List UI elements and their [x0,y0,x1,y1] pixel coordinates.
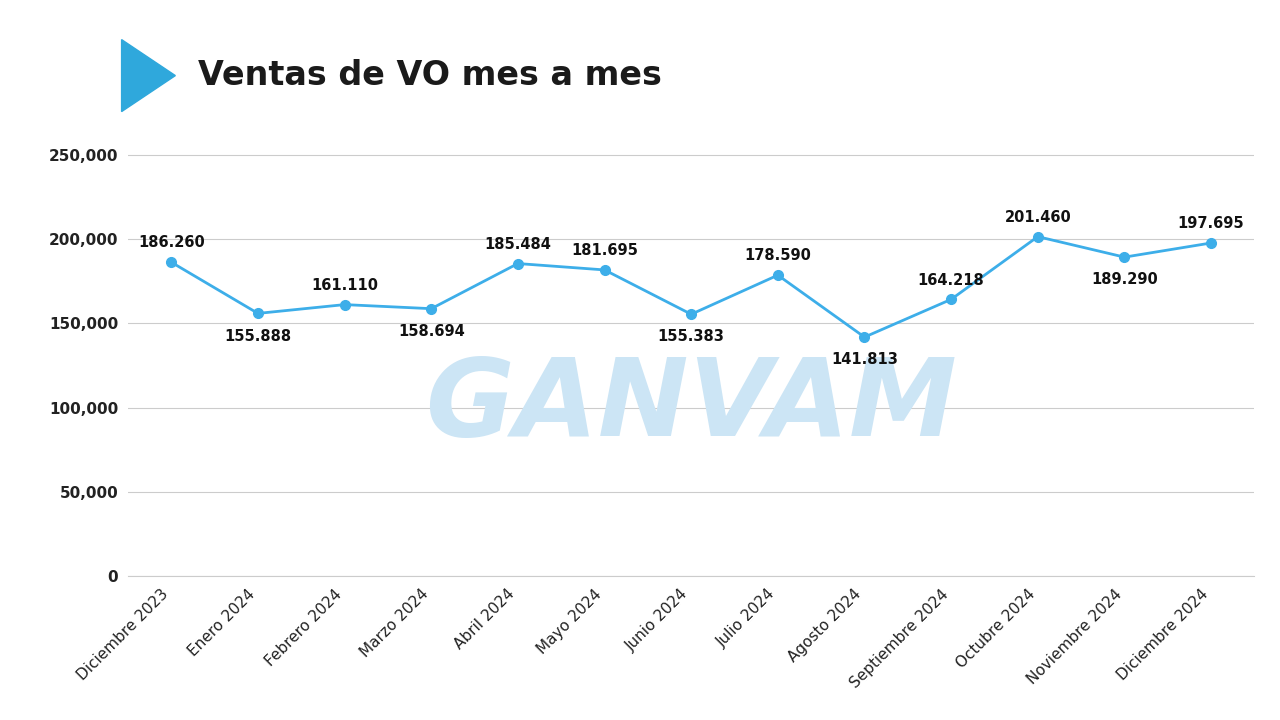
Text: 158.694: 158.694 [398,324,465,339]
Text: 181.695: 181.695 [571,243,637,258]
Text: 161.110: 161.110 [311,278,378,293]
Text: 197.695: 197.695 [1178,216,1244,231]
Text: Ventas de VO mes a mes: Ventas de VO mes a mes [198,59,662,92]
Text: GANVAM: GANVAM [425,354,957,459]
Text: 201.460: 201.460 [1005,210,1071,225]
Text: 186.260: 186.260 [138,235,205,251]
Text: 178.590: 178.590 [745,248,812,264]
Text: 164.218: 164.218 [918,273,984,287]
Text: 189.290: 189.290 [1091,272,1158,287]
Text: 141.813: 141.813 [831,352,899,367]
Text: 155.888: 155.888 [224,328,292,343]
Text: 155.383: 155.383 [658,330,724,344]
Text: 185.484: 185.484 [484,237,552,252]
